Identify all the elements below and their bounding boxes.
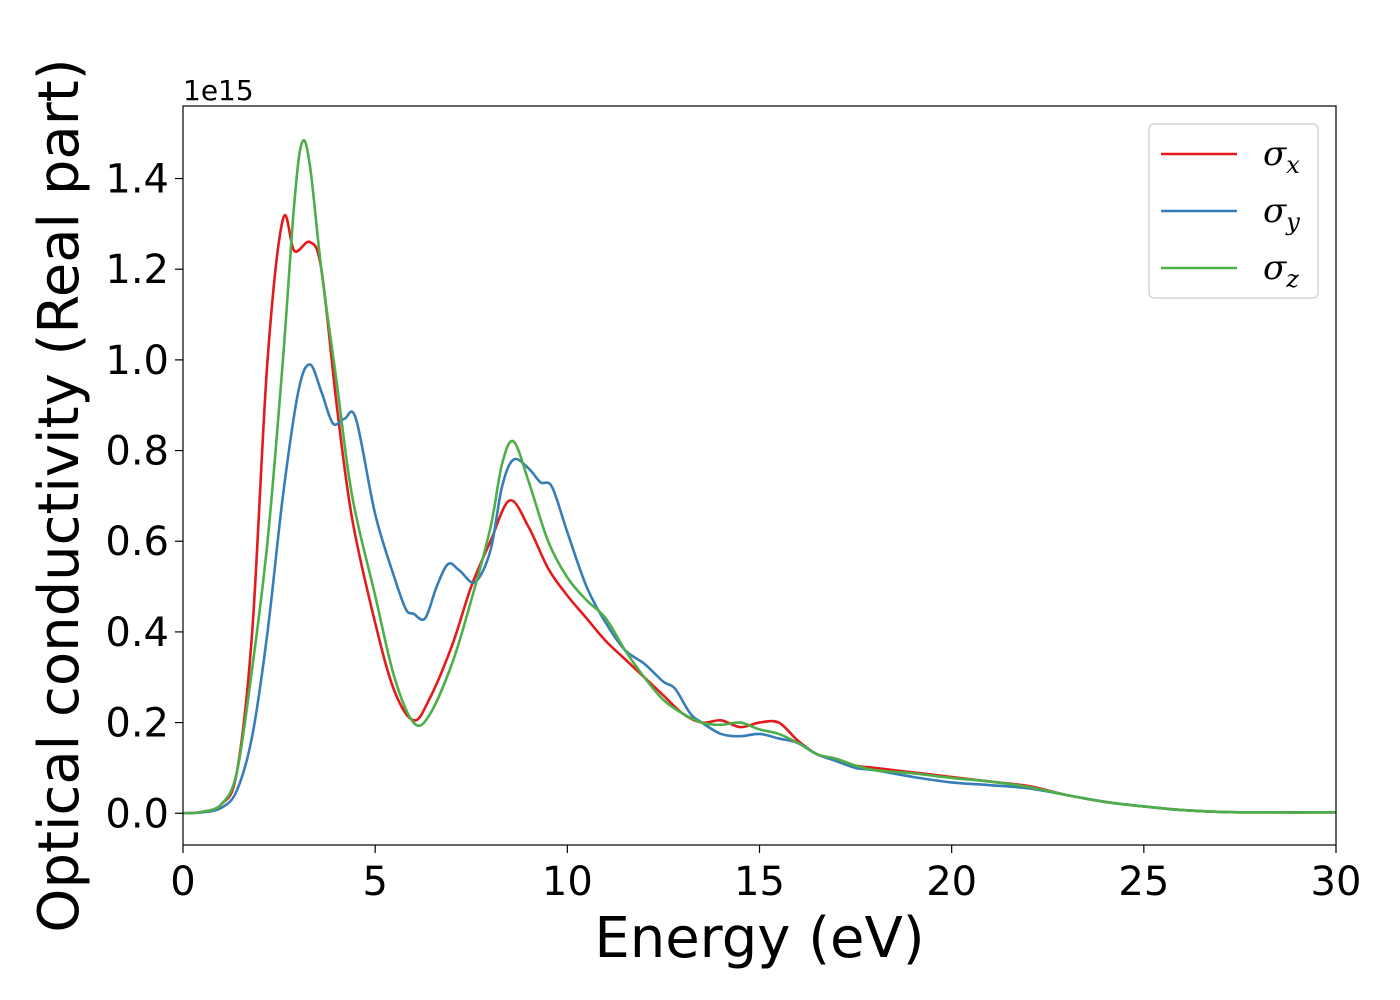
y-tick-label: 0.2	[105, 701, 169, 747]
legend-symbol: σ	[1263, 248, 1287, 288]
y-axis: 0.0 0.2 0.4 0.6 0.8 1.0 1.2 1.4	[105, 157, 183, 837]
y-offset-label: 1e15	[183, 74, 254, 107]
x-tick-label: 30	[1311, 859, 1362, 905]
legend-subscript: x	[1286, 151, 1300, 179]
series-layer	[183, 138, 1336, 815]
x-tick-label: 0	[170, 859, 195, 905]
y-axis-title: Optical conductivity (Real part)	[27, 58, 92, 932]
x-tick-label: 10	[542, 859, 593, 905]
y-tick-label: 0.6	[105, 519, 169, 565]
x-tick-label: 25	[1118, 859, 1169, 905]
legend-subscript: z	[1285, 265, 1299, 293]
x-axis: 0 5 10 15 20 25 30	[170, 845, 1361, 905]
series-line-sigma-z	[183, 138, 1336, 815]
x-axis-title: Energy (eV)	[594, 906, 924, 971]
legend-label-sigma-z: σz	[1263, 248, 1299, 293]
legend-subscript: y	[1285, 208, 1300, 236]
y-tick-label: 1.0	[105, 338, 169, 384]
legend-label-sigma-x: σx	[1263, 134, 1300, 179]
legend-label-sigma-y: σy	[1263, 191, 1300, 236]
x-tick-label: 15	[734, 859, 785, 905]
legend-symbol: σ	[1263, 191, 1287, 231]
y-tick-label: 0.0	[105, 791, 169, 837]
y-tick-label: 0.8	[105, 429, 169, 475]
legend-symbol: σ	[1263, 134, 1287, 174]
y-tick-label: 0.4	[105, 610, 169, 656]
series-line-sigma-y	[183, 363, 1336, 815]
y-tick-label: 1.4	[105, 157, 169, 203]
y-tick-label: 1.2	[105, 247, 169, 293]
x-tick-label: 5	[362, 859, 387, 905]
x-tick-label: 20	[926, 859, 977, 905]
